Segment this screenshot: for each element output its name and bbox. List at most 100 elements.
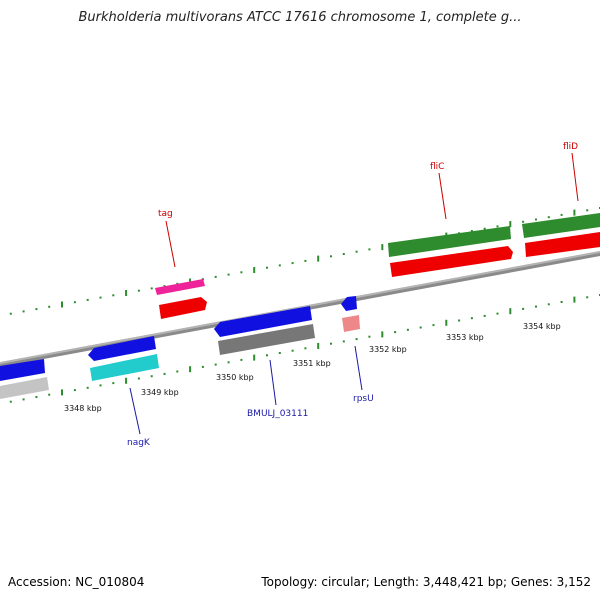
upper-scale-dot — [48, 305, 51, 308]
BMULJ_03111-protein-feature[interactable] — [218, 324, 315, 355]
lower-scale-dot — [150, 375, 153, 378]
upper-scale-dot — [86, 298, 89, 301]
upper-scale-dot — [176, 282, 179, 285]
nagK-protein-feature[interactable] — [90, 354, 159, 381]
upper-scale-dot — [317, 255, 320, 262]
lower-scale-dot — [317, 343, 320, 349]
lower-scale-dot — [330, 342, 332, 345]
upper-scale-dot — [547, 216, 550, 219]
map-title: Burkholderia multivorans ATCC 17616 chro… — [78, 10, 522, 25]
fliC-protein-feature[interactable] — [390, 246, 513, 277]
lower-scale-dot — [48, 393, 51, 396]
upper-scale-dot — [112, 294, 115, 297]
tag-leader-line — [165, 220, 176, 268]
lower-scale-dot — [266, 354, 268, 357]
nagK-gene-label[interactable]: nagK — [127, 438, 151, 448]
BMULJ_03111-leader-line — [269, 359, 277, 406]
lower-scale-dot — [86, 386, 89, 389]
lower-scale-dot — [112, 382, 115, 385]
BMULJ_03111-gene-label[interactable]: BMULJ_03111 — [247, 409, 308, 419]
left-edge-gene-feature[interactable] — [0, 359, 45, 381]
BMULJ_03111-gene-feature[interactable] — [214, 306, 312, 337]
rpsU-protein-feature[interactable] — [342, 315, 360, 332]
chromosome-backbone-highlight — [0, 251, 600, 365]
left-edge-protein-feature[interactable] — [0, 377, 49, 399]
lower-scale-dot — [9, 400, 12, 403]
lower-scale-dot — [547, 303, 550, 306]
lower-scale-dot — [61, 389, 63, 396]
lower-scale-dot — [483, 314, 486, 317]
upper-scale-dot — [214, 275, 217, 278]
lower-scale-dot — [445, 319, 448, 326]
lower-scale-dot — [381, 331, 384, 338]
upper-scale-dot — [266, 266, 268, 269]
upper-scale-dot — [99, 296, 102, 299]
upper-scale-dot — [22, 310, 25, 313]
scale-label-3353: 3353 kbp — [446, 333, 484, 342]
upper-scale-dot — [163, 285, 166, 288]
lower-scale-dot — [22, 398, 25, 401]
nagK-leader-line — [129, 387, 141, 435]
lower-scale-dot — [432, 324, 435, 327]
tag-gene-label[interactable]: tag — [158, 209, 173, 219]
upper-scale-dot — [470, 230, 473, 232]
tag-protein-feature[interactable] — [159, 297, 207, 319]
upper-scale-dot — [291, 262, 294, 265]
upper-scale-dot — [150, 287, 153, 290]
lower-scale-dot — [35, 396, 38, 398]
lower-scale-dot — [470, 317, 473, 320]
lower-scale-dot — [240, 358, 243, 361]
upper-scale-dot — [381, 244, 384, 251]
upper-scale-dot — [9, 312, 12, 315]
upper-scale-dot — [586, 209, 589, 212]
fliD-gene-feature[interactable] — [522, 213, 600, 238]
upper-scale-dot — [560, 213, 563, 216]
upper-scale-dot — [61, 301, 63, 308]
accession-label: Accession: NC_010804 — [8, 575, 145, 589]
upper-scale-dot — [368, 248, 371, 251]
lower-scale-dot — [201, 365, 204, 368]
scale-label-3349: 3349 kbp — [141, 388, 179, 397]
lower-scale-dot — [419, 326, 422, 329]
lower-scale-dot — [342, 340, 345, 343]
upper-scale-dot — [573, 209, 576, 216]
scale-label-3352: 3352 kbp — [369, 345, 407, 354]
lower-scale-dot — [522, 307, 525, 310]
fliC-gene-label[interactable]: fliC — [430, 162, 444, 172]
tag-gene-feature[interactable] — [155, 279, 205, 295]
lower-scale-dot — [355, 338, 358, 341]
upper-scale-dot — [496, 225, 499, 228]
rpsU-gene-label[interactable]: rpsU — [353, 394, 374, 404]
lower-scale-dot — [278, 352, 281, 354]
nagK-gene-feature[interactable] — [88, 336, 156, 361]
lower-scale-dot — [73, 389, 76, 392]
fliC-leader-line — [438, 172, 447, 220]
scale-label-3348: 3348 kbp — [64, 404, 102, 413]
lower-scale-dot — [535, 305, 537, 308]
upper-scale-dot — [137, 289, 140, 292]
scale-label-3351: 3351 kbp — [293, 359, 331, 368]
lower-scale-dot — [253, 354, 256, 361]
upper-scale-dot — [227, 273, 230, 276]
upper-scale-dot — [522, 220, 525, 223]
rpsU-gene-feature[interactable] — [341, 296, 357, 311]
genome-summary-label: Topology: circular; Length: 3,448,421 bp… — [261, 575, 591, 589]
upper-scale-dot — [304, 259, 307, 262]
lower-scale-dot — [394, 331, 397, 334]
fliD-gene-label[interactable]: fliD — [563, 142, 578, 152]
upper-scale-dot — [509, 221, 512, 228]
lower-scale-dot — [560, 301, 563, 303]
lower-scale-dot — [189, 366, 192, 373]
scale-label-3350: 3350 kbp — [216, 373, 254, 382]
lower-scale-dot — [304, 347, 307, 350]
fliD-protein-feature[interactable] — [525, 232, 600, 257]
lower-scale-dot — [214, 363, 217, 366]
fliC-gene-feature[interactable] — [388, 226, 511, 257]
lower-scale-dot — [163, 372, 166, 375]
upper-scale-dot — [535, 218, 537, 221]
lower-scale-dot — [496, 312, 499, 315]
lower-scale-dot — [509, 308, 512, 315]
lower-scale-dot — [458, 319, 461, 322]
